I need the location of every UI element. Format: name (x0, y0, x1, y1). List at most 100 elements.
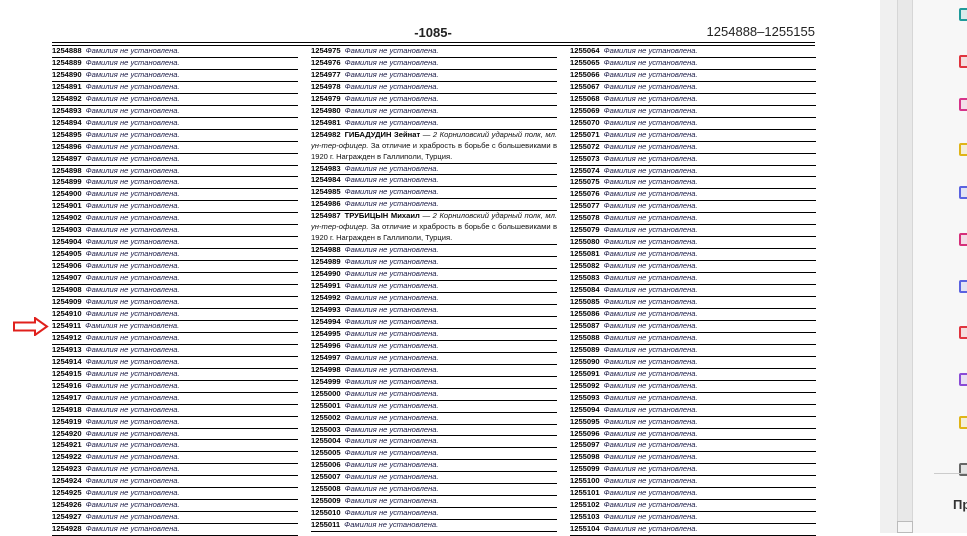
list-item: 1254922 Фамилия не установлена. (52, 452, 298, 465)
entry-note: Фамилия не установлена. (85, 452, 180, 462)
entry-note: Фамилия не установлена. (603, 320, 698, 330)
entry-note: Фамилия не установлена. (603, 201, 698, 211)
entry-note: Фамилия не установлена. (603, 512, 698, 522)
list-item: 1254979 Фамилия не установлена. (311, 94, 557, 106)
entry-note: Фамилия не установлена. (603, 46, 698, 55)
entry-note: Фамилия не установлена. (85, 177, 180, 187)
entry-number: 1255099 (570, 464, 600, 474)
entry-number: 1255071 (570, 129, 600, 139)
entry-note: Фамилия не установлена. (85, 153, 180, 163)
list-item: 1255006 Фамилия не установлена. (311, 460, 557, 473)
entry-number: 1254905 (52, 249, 82, 259)
entry-number: 1254894 (52, 117, 82, 127)
entry-note: Фамилия не установлена. (344, 424, 439, 434)
entry-note: Фамилия не установлена. (344, 69, 439, 79)
entry-note: Фамилия не установлена. (85, 141, 180, 151)
entry-unit: — 2 Корниловский ударный полк, мл. ун-те… (311, 129, 557, 150)
entry-note: Фамилия не установлена. (85, 524, 180, 534)
list-item: 1254993 Фамилия не установлена. (311, 305, 557, 317)
entry-note: Фамилия не установлена. (603, 392, 698, 402)
entry-note: Фамилия не установлена. (85, 368, 180, 378)
entry-note: Фамилия не установлена. (603, 249, 698, 259)
entry-number: 1255096 (570, 428, 600, 438)
entry-note: Фамилия не установлена. (603, 81, 698, 91)
red-arrow-right-icon (13, 317, 49, 336)
panel-splitter[interactable] (897, 0, 913, 533)
protect-icon[interactable] (959, 280, 967, 293)
entry-note: Фамилия не установлена. (344, 520, 439, 530)
entry-note: Фамилия не установлена. (603, 500, 698, 510)
column-2: 1254975 Фамилия не установлена. 1254976 Фам… (311, 46, 557, 533)
entry-note: Фамилия не установлена. (85, 428, 180, 438)
entry-text: За отличие и храбрость в борьбе с больше… (311, 140, 557, 161)
entry-text: За отличие и храбрость в борьбе с больше… (311, 222, 557, 243)
list-item: 1255064 Фамилия не установлена. (570, 46, 816, 58)
list-item: 1255075 Фамилия не установлена. (570, 177, 816, 190)
list-item: 1254982 ГИБАДУДИН Зейнат — 2 Корниловский… (311, 130, 557, 164)
entry-number: 1254984 (311, 175, 341, 185)
edit-pdf-icon[interactable] (959, 8, 967, 21)
organize-pages-icon[interactable] (959, 98, 967, 111)
list-item: 1254909 Фамилия не установлена. (52, 297, 298, 309)
entry-number: 1255084 (570, 285, 600, 295)
entry-note: Фамилия не установлена. (603, 428, 698, 438)
list-item: 1255065 Фамилия не установлена. (570, 58, 816, 70)
tools-panel: Пр (913, 0, 967, 533)
list-item: 1254910 Фамилия не установлена. (52, 309, 298, 321)
vertical-scrollbar[interactable] (880, 0, 897, 533)
entry-note: Фамилия не установлена. (344, 484, 439, 494)
comment-icon[interactable] (959, 143, 967, 156)
entry-number: 1255003 (311, 424, 341, 434)
list-item: 1254902 Фамилия не установлена. (52, 213, 298, 226)
entry-note: Фамилия не установлена. (603, 285, 698, 295)
send-for-signature-icon[interactable] (959, 373, 967, 386)
entry-note: Фамилия не установлена. (603, 524, 698, 534)
create-pdf-icon[interactable] (959, 326, 967, 339)
entry-number: 1254990 (311, 269, 341, 279)
entry-number: 1255075 (570, 177, 600, 187)
list-item: 1254926 Фамилия не установлена. (52, 500, 298, 513)
list-item: 1255099 Фамилия не установлена. (570, 464, 816, 477)
list-item: 1254915 Фамилия не установлена. (52, 369, 298, 381)
list-item: 1254912 Фамилия не установлена. (52, 333, 298, 345)
scrollbar-thumb[interactable] (897, 521, 913, 533)
entry-note: Фамилия не установлена. (85, 189, 180, 199)
list-item: 1254916 Фамилия не установлена. (52, 381, 298, 393)
entry-note: Фамилия не установлена. (344, 175, 439, 185)
list-item: 1255082 Фамилия не установлена. (570, 261, 816, 274)
entry-number: 1254994 (311, 316, 341, 326)
entry-number: 1254997 (311, 352, 341, 362)
entry-number: 1254928 (52, 524, 82, 534)
list-item: 1254921 Фамилия не установлена. (52, 440, 298, 453)
entry-number: 1255097 (570, 440, 600, 450)
fill-sign-icon[interactable] (959, 233, 967, 246)
entry-number: 1255101 (570, 488, 600, 498)
list-item: 1254896 Фамилия не установлена. (52, 142, 298, 154)
page-range: 1254888–1255155 (706, 24, 815, 39)
entry-number: 1255000 (311, 388, 341, 398)
entry-note: Фамилия не установлена. (85, 488, 180, 498)
list-item: 1255070 Фамилия не установлена. (570, 118, 816, 130)
list-item: 1254891 Фамилия не установлена. (52, 82, 298, 94)
entry-number: 1255091 (570, 368, 600, 378)
list-item: 1254925 Фамилия не установлена. (52, 488, 298, 501)
entry-number: 1254914 (52, 356, 82, 366)
list-item: 1254995 Фамилия не установлена. (311, 329, 557, 341)
entry-number: 1255098 (570, 452, 600, 462)
list-item: 1255087 Фамилия не установлена. (570, 321, 816, 333)
entry-note: Фамилия не установлена. (344, 117, 439, 127)
entry-note: Фамилия не установлена. (344, 281, 439, 291)
list-item: 1254917 Фамилия не установлена. (52, 393, 298, 405)
scan-ocr-icon[interactable] (959, 186, 967, 199)
more-tools-icon[interactable] (959, 463, 967, 476)
entry-number: 1254923 (52, 464, 82, 474)
list-item: 1254898 Фамилия не установлена. (52, 166, 298, 178)
entry-note: Фамилия не установлена. (603, 476, 698, 486)
export-pdf-icon[interactable] (959, 55, 967, 68)
entry-note: Фамилия не установлена. (344, 245, 439, 255)
entry-note: Фамилия не установлена. (85, 225, 180, 235)
entry-number: 1254901 (52, 201, 82, 211)
list-item: 1254991 Фамилия не установлена. (311, 281, 557, 294)
stamp-icon[interactable] (959, 416, 967, 429)
entry-note: Фамилия не установлена. (603, 488, 698, 498)
